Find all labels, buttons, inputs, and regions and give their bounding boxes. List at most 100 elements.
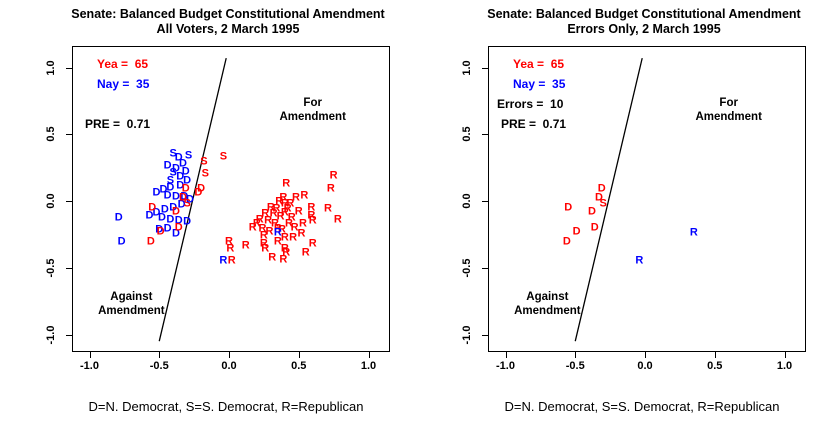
data-point-R: R bbox=[282, 246, 291, 259]
region-label-for: For Amendment bbox=[279, 97, 346, 124]
stat-nay: Nay = 35 bbox=[97, 77, 150, 91]
data-point-R: R bbox=[268, 251, 277, 264]
data-point-R: R bbox=[255, 213, 264, 226]
y-axis-tick-label: 0.5 bbox=[45, 126, 57, 142]
y-axis-tick-label: 1.0 bbox=[45, 59, 57, 76]
data-point-R: R bbox=[285, 217, 293, 230]
data-point-D: D bbox=[174, 151, 183, 164]
data-point-R: R bbox=[265, 225, 274, 238]
y-axis-tick bbox=[66, 134, 72, 136]
data-point-R: R bbox=[271, 217, 280, 230]
x-axis-tick-label: 0.0 bbox=[637, 360, 653, 372]
data-point-D: D bbox=[156, 225, 165, 238]
data-point-S: S bbox=[166, 174, 175, 187]
data-point-R: R bbox=[219, 254, 228, 267]
data-point-D: D bbox=[174, 214, 183, 227]
data-point-D: D bbox=[158, 211, 167, 224]
data-point-R: R bbox=[269, 207, 278, 220]
x-axis-tick-label: 0.5 bbox=[707, 360, 723, 372]
data-point-S: S bbox=[219, 150, 228, 163]
data-point-R: R bbox=[272, 202, 281, 215]
data-point-D: D bbox=[180, 190, 189, 203]
data-point-D: D bbox=[152, 206, 161, 219]
data-point-R: R bbox=[226, 242, 235, 255]
data-point-D: D bbox=[590, 221, 599, 234]
y-axis-tick-label: 1.0 bbox=[461, 59, 473, 76]
data-point-R: R bbox=[279, 191, 288, 204]
x-axis-tick bbox=[714, 352, 716, 358]
data-point-R: R bbox=[283, 202, 292, 215]
y-axis-tick-label: 0.0 bbox=[45, 193, 57, 209]
data-point-S: S bbox=[200, 155, 208, 168]
y-axis-tick-label: -0.5 bbox=[45, 258, 57, 278]
x-axis-tick-label: 0.5 bbox=[291, 360, 307, 372]
data-point-R: R bbox=[258, 222, 267, 235]
data-point-D: D bbox=[145, 209, 154, 222]
data-point-R: R bbox=[227, 254, 236, 267]
x-axis-tick bbox=[575, 352, 577, 358]
data-point-R: R bbox=[273, 226, 282, 239]
data-point-R: R bbox=[273, 235, 282, 248]
data-point-D: D bbox=[159, 183, 168, 196]
data-point-S: S bbox=[169, 147, 177, 160]
y-axis-tick bbox=[66, 201, 72, 202]
data-point-S: S bbox=[599, 197, 607, 210]
data-point-D: D bbox=[181, 182, 190, 195]
x-axis-tick bbox=[89, 352, 91, 358]
data-point-R: R bbox=[279, 253, 288, 266]
data-point-R: R bbox=[286, 197, 295, 210]
x-axis-tick bbox=[784, 352, 786, 358]
data-point-D: D bbox=[562, 235, 571, 248]
data-point-D: D bbox=[163, 159, 172, 172]
data-point-R: R bbox=[689, 226, 698, 239]
data-point-D: D bbox=[148, 201, 157, 214]
data-point-D: D bbox=[163, 189, 172, 202]
stat-yea: Yea = 65 bbox=[97, 57, 149, 71]
data-point-R: R bbox=[278, 223, 286, 236]
data-point-R: R bbox=[635, 254, 644, 267]
x-axis-tick bbox=[368, 352, 370, 358]
data-point-R: R bbox=[297, 227, 306, 240]
legend-caption-errors-only: D=N. Democrat, S=S. Democrat, R=Republic… bbox=[504, 399, 780, 414]
data-point-D: D bbox=[152, 186, 161, 199]
data-point-R: R bbox=[276, 210, 285, 223]
data-point-D: D bbox=[176, 179, 185, 192]
x-axis-tick bbox=[229, 352, 230, 358]
y-axis-tick-label: -0.5 bbox=[461, 258, 473, 278]
data-point-S: S bbox=[201, 167, 209, 180]
x-axis-tick bbox=[298, 352, 300, 358]
data-point-D: D bbox=[169, 201, 178, 214]
data-point-D: D bbox=[183, 174, 192, 187]
region-label-for: For Amendment bbox=[695, 97, 762, 124]
y-axis-tick bbox=[66, 334, 72, 336]
data-point-D: D bbox=[572, 225, 581, 238]
legend-caption-all-voters: D=N. Democrat, S=S. Democrat, R=Republic… bbox=[88, 399, 364, 414]
data-point-R: R bbox=[280, 197, 289, 210]
y-axis-tick bbox=[482, 201, 488, 202]
stat-pre: PRE = 0.71 bbox=[501, 117, 567, 131]
data-point-D: D bbox=[160, 203, 169, 216]
region-label-against: Against Amendment bbox=[514, 290, 581, 317]
y-axis-tick-label: -1.0 bbox=[461, 325, 473, 344]
data-point-D: D bbox=[564, 201, 573, 214]
data-point-R: R bbox=[266, 201, 275, 214]
y-axis-tick-label: 0.5 bbox=[461, 126, 473, 142]
data-point-R: R bbox=[287, 211, 296, 224]
data-point-R: R bbox=[326, 182, 335, 195]
data-point-D: D bbox=[594, 191, 603, 204]
y-axis-tick bbox=[482, 334, 488, 336]
data-point-R: R bbox=[261, 242, 270, 255]
data-point-R: R bbox=[307, 201, 316, 214]
x-axis-tick-label: -1.0 bbox=[80, 360, 99, 372]
data-point-D: D bbox=[597, 182, 606, 195]
data-point-S: S bbox=[169, 166, 177, 179]
data-point-R: R bbox=[329, 169, 338, 182]
data-point-D: D bbox=[166, 181, 175, 194]
x-axis-tick bbox=[505, 352, 507, 358]
region-label-against: Against Amendment bbox=[98, 290, 165, 317]
panel-title-errors-only: Senate: Balanced Budget Constitutional A… bbox=[487, 7, 801, 36]
data-point-R: R bbox=[294, 205, 303, 218]
x-axis-tick-label: 1.0 bbox=[776, 360, 793, 372]
y-axis-tick bbox=[482, 134, 488, 136]
data-point-D: D bbox=[172, 190, 180, 203]
